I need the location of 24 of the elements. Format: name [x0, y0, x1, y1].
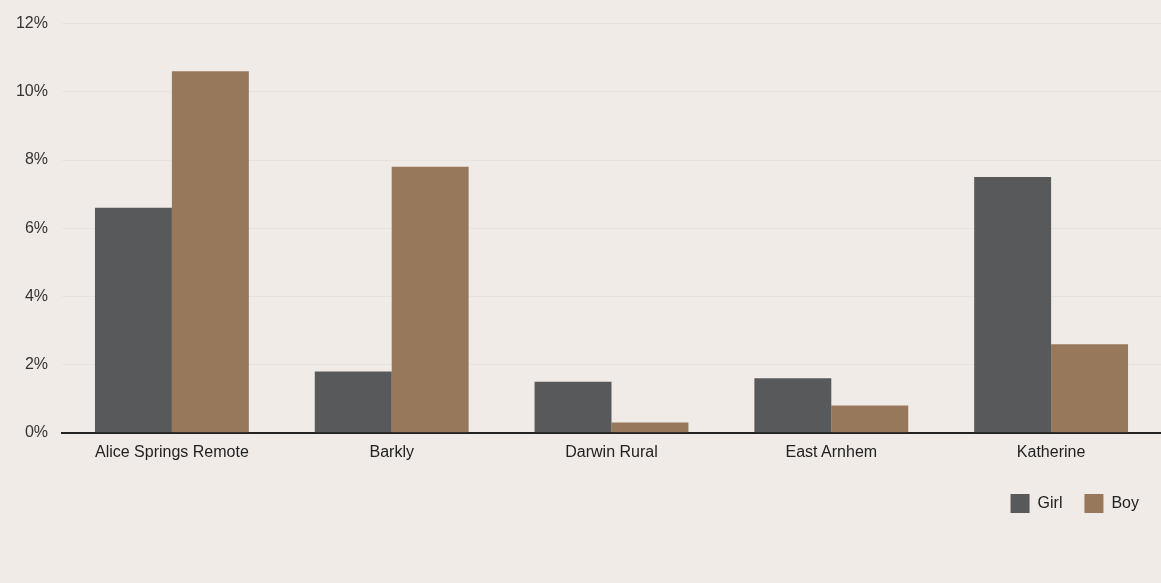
y-tick-label: 10% [15, 82, 48, 100]
y-tick-label: 6% [24, 218, 48, 236]
bar [314, 371, 392, 433]
y-tick-label: 8% [24, 150, 48, 168]
x-tick-label: Barkly [369, 442, 414, 460]
x-tick-label: Alice Springs Remote [94, 442, 249, 460]
bar [534, 381, 612, 433]
y-tick-label: 0% [24, 423, 48, 441]
x-tick-label: Darwin Rural [565, 442, 658, 460]
bar [974, 177, 1052, 433]
bar [1051, 344, 1129, 433]
x-tick-label: East Arnhem [785, 442, 878, 460]
bar [171, 71, 249, 433]
legend-label: Girl [1037, 493, 1063, 511]
bar [611, 422, 689, 433]
x-tick-label: Katherine [1016, 442, 1086, 460]
bar [94, 207, 172, 433]
bar [391, 166, 469, 433]
y-tick-label: 12% [15, 14, 48, 32]
y-tick-label: 2% [24, 355, 48, 373]
bar [831, 405, 909, 433]
bar [754, 378, 832, 433]
y-tick-label: 4% [24, 286, 48, 304]
legend-label: Boy [1111, 493, 1140, 511]
